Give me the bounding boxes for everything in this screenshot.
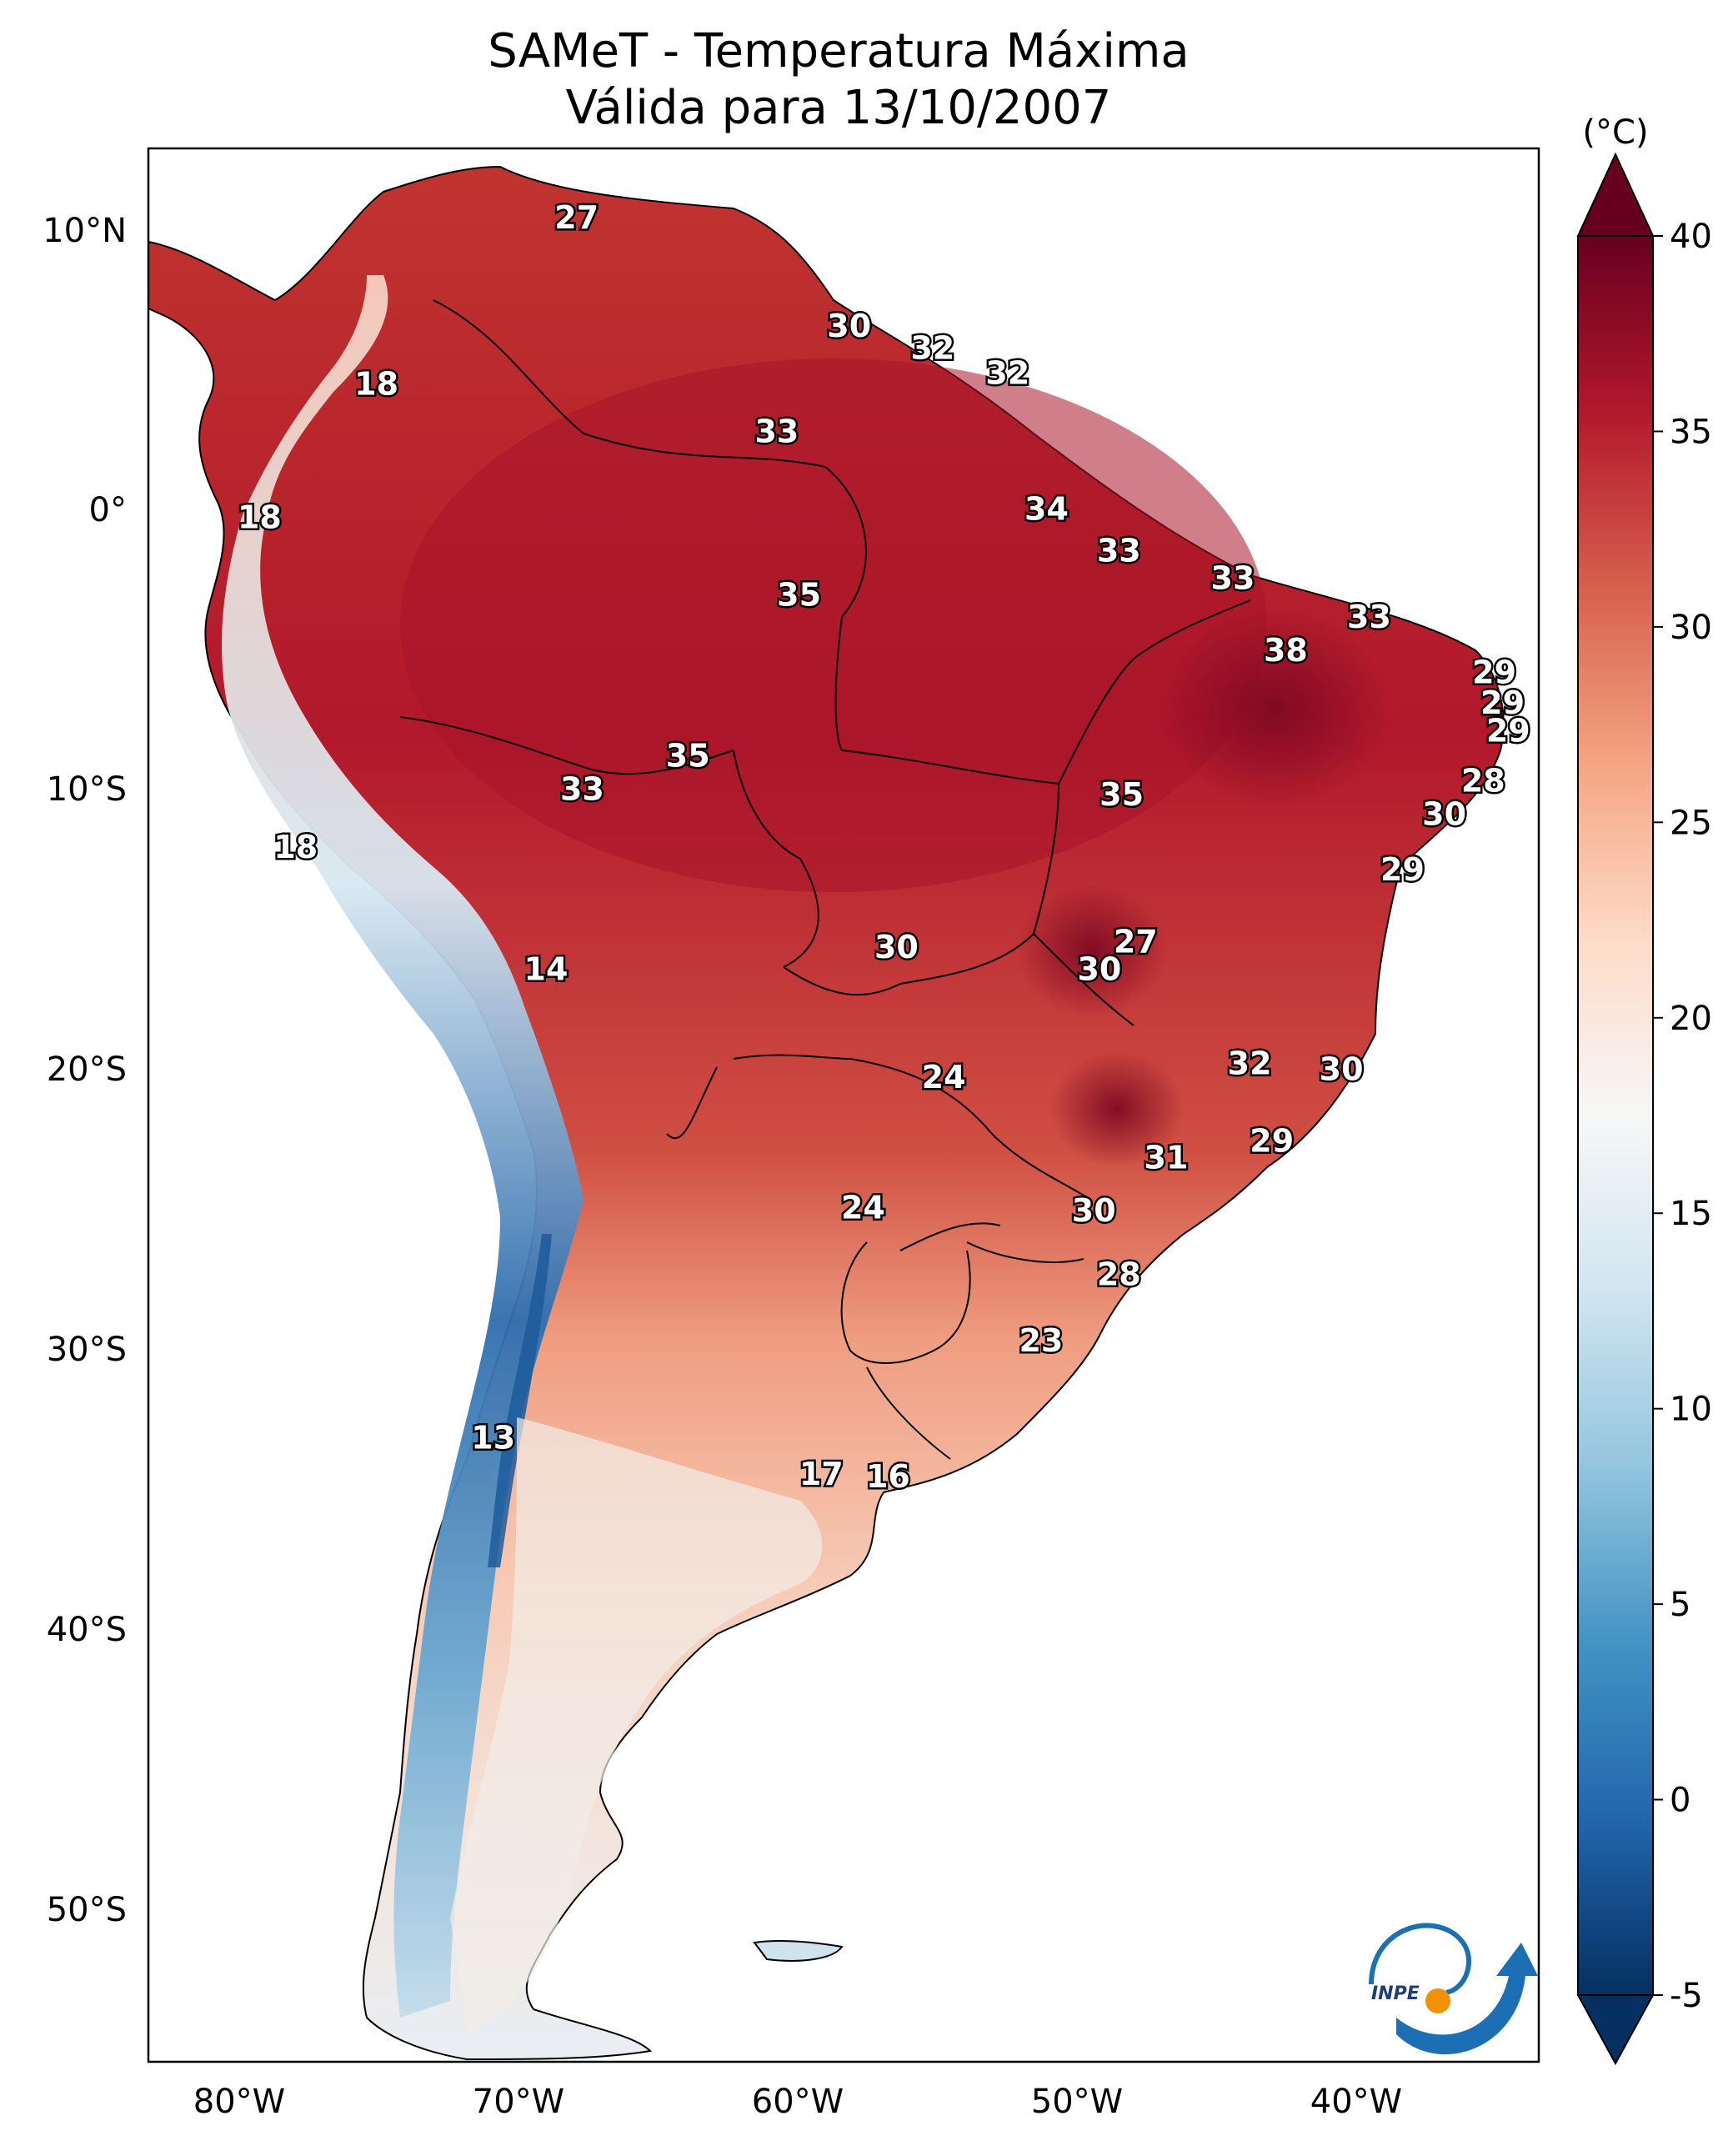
temperature-label: 30 [874, 929, 919, 965]
colorbar-unit-label: (°C) [1582, 113, 1648, 152]
temperature-label: 16 [866, 1458, 910, 1495]
temperature-label: 29 [1380, 851, 1425, 888]
colorbar-tick-label: 40 [1670, 218, 1712, 256]
temperature-label: 33 [1347, 599, 1391, 635]
temperature-label: 24 [841, 1190, 885, 1226]
lat-tick-label: 30°S [47, 1331, 127, 1369]
temperature-label: 31 [1144, 1140, 1189, 1176]
temperature-label: 32 [1228, 1045, 1272, 1082]
colorbar-tick-label: 5 [1670, 1586, 1690, 1624]
colorbar-tick-label: 10 [1670, 1391, 1712, 1429]
map-title-line1: SAMeT - Temperatura Máxima [488, 24, 1190, 78]
lat-tick-label: 50°S [47, 1891, 127, 1929]
temperature-label: 35 [777, 577, 821, 614]
colorbar-tick-label: 15 [1670, 1195, 1712, 1233]
andes-cold-band [222, 275, 584, 2018]
lat-tick-label: 20°S [47, 1050, 127, 1089]
temperature-label: 29 [1472, 654, 1516, 691]
temperature-label: 38 [1264, 632, 1308, 669]
colorbar-ticks: 40 35 30 25 20 15 10 5 0 -5 [1653, 218, 1712, 2015]
map-title-line2: Válida para 13/10/2007 [566, 81, 1112, 135]
temperature-label: 13 [471, 1420, 515, 1457]
map-frame [147, 147, 1540, 2063]
temperature-label: 33 [560, 770, 604, 807]
colorbar-tick-label: 25 [1670, 804, 1712, 842]
temperature-label: 14 [524, 951, 568, 988]
temperature-label: 30 [1077, 951, 1121, 988]
temperature-label: 30 [1320, 1050, 1364, 1087]
temperature-label: 29 [1480, 684, 1525, 721]
temperature-label: 33 [1211, 560, 1255, 597]
colorbar-bottom-arrow [1576, 1994, 1655, 2066]
colorbar-top-arrow [1576, 152, 1655, 237]
lon-tick-label: 80°W [193, 2083, 285, 2121]
lon-tick-label: 40°W [1310, 2083, 1402, 2121]
colorbar-scale [1577, 235, 1654, 1996]
temperature-label: 32 [985, 354, 1029, 391]
lat-tick-label: 40°S [47, 1611, 127, 1649]
temperature-label: 23 [1019, 1322, 1063, 1359]
temperature-label: 24 [922, 1059, 966, 1096]
colorbar-tick-label: 30 [1670, 609, 1712, 647]
temperature-label: 18 [354, 366, 398, 403]
country-borders [399, 299, 1251, 1460]
colorbar-tick-label: 35 [1670, 413, 1712, 451]
temperature-label: 27 [554, 199, 599, 236]
temperature-label: 30 [1422, 795, 1466, 832]
temperature-label: 33 [754, 413, 799, 449]
inpe-logo-text: INPE [1371, 1983, 1420, 2004]
lon-tick-label: 70°W [473, 2083, 564, 2121]
temperature-label: 35 [666, 737, 710, 774]
temperature-label: 29 [1250, 1123, 1294, 1160]
temperature-label: 32 [910, 330, 954, 367]
temperature-label: 30 [1072, 1192, 1116, 1229]
temperature-label: 35 [1099, 776, 1144, 813]
inpe-logo: INPE [1369, 1923, 1538, 2055]
temperature-label: 18 [273, 829, 318, 865]
temperature-label: 17 [799, 1456, 844, 1492]
temperature-label: 34 [1024, 490, 1069, 527]
colorbar-tick-label: 20 [1670, 1000, 1712, 1038]
temperature-label: 29 [1486, 713, 1530, 750]
longitude-axis: 80°W 70°W 60°W 50°W 40°W [193, 2083, 1402, 2121]
temperature-label: 18 [238, 499, 282, 535]
lon-tick-label: 60°W [752, 2083, 844, 2121]
temperature-label: 28 [1097, 1256, 1141, 1292]
lat-tick-label: 10°S [47, 770, 127, 809]
lon-tick-label: 50°W [1031, 2083, 1123, 2121]
colorbar-tick-label: 0 [1670, 1782, 1690, 1820]
lat-tick-label: 10°N [43, 212, 127, 250]
temperature-label: 30 [827, 308, 871, 344]
latitude-axis: 10°N 0° 10°S 20°S 30°S 40°S 50°S [43, 212, 127, 1929]
colorbar-tick-label: -5 [1670, 1977, 1703, 2015]
temperature-label: 28 [1461, 762, 1505, 799]
temperature-label: 27 [1114, 923, 1158, 960]
temperature-label: 33 [1097, 532, 1141, 569]
lat-tick-label: 0° [89, 491, 127, 529]
colorbar: (°C) 40 35 30 25 20 15 10 5 0 -5 [1576, 113, 1712, 2066]
